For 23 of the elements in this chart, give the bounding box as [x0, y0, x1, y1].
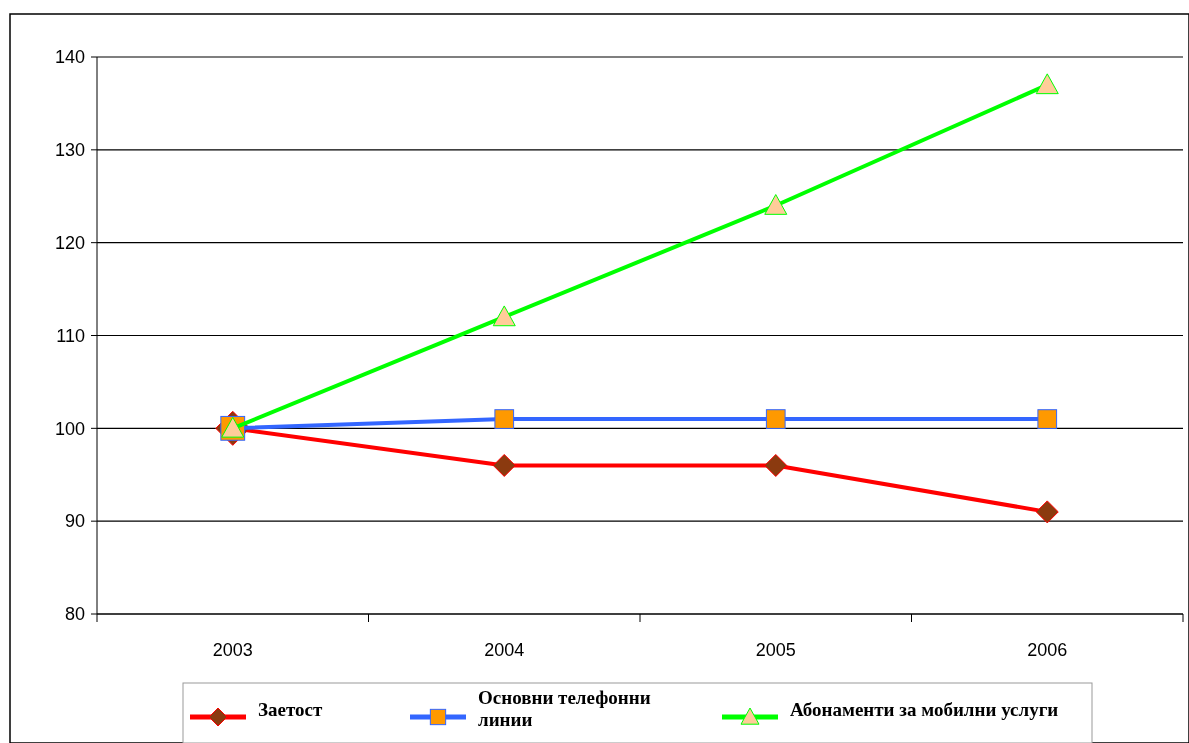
point — [764, 194, 788, 215]
y-tick-label: 120 — [54, 232, 85, 253]
y-tick-label: 80 — [64, 604, 85, 625]
point — [764, 453, 788, 477]
point — [1035, 500, 1059, 524]
x-tick-label: 2005 — [755, 640, 796, 660]
y-tick-label: 130 — [54, 140, 85, 161]
point — [1035, 73, 1059, 95]
point — [494, 409, 515, 429]
y-tick-label: 140 — [54, 47, 85, 68]
x-tick-label: 2004 — [484, 640, 525, 660]
point — [1037, 409, 1058, 429]
y-tick-label: 90 — [64, 511, 85, 532]
legend-label: Заетост — [258, 699, 323, 720]
y-tick-label: 100 — [54, 418, 85, 439]
point — [492, 305, 516, 327]
legend-label: Абонаменти за мобилни услуги — [790, 699, 1059, 720]
x-tick-label: 2003 — [212, 640, 253, 660]
point — [492, 453, 516, 477]
point — [765, 409, 786, 429]
y-tick-label: 110 — [56, 325, 85, 346]
x-tick-label: 2006 — [1027, 640, 1068, 660]
legend-label: Основни телефонни линии — [478, 687, 651, 730]
